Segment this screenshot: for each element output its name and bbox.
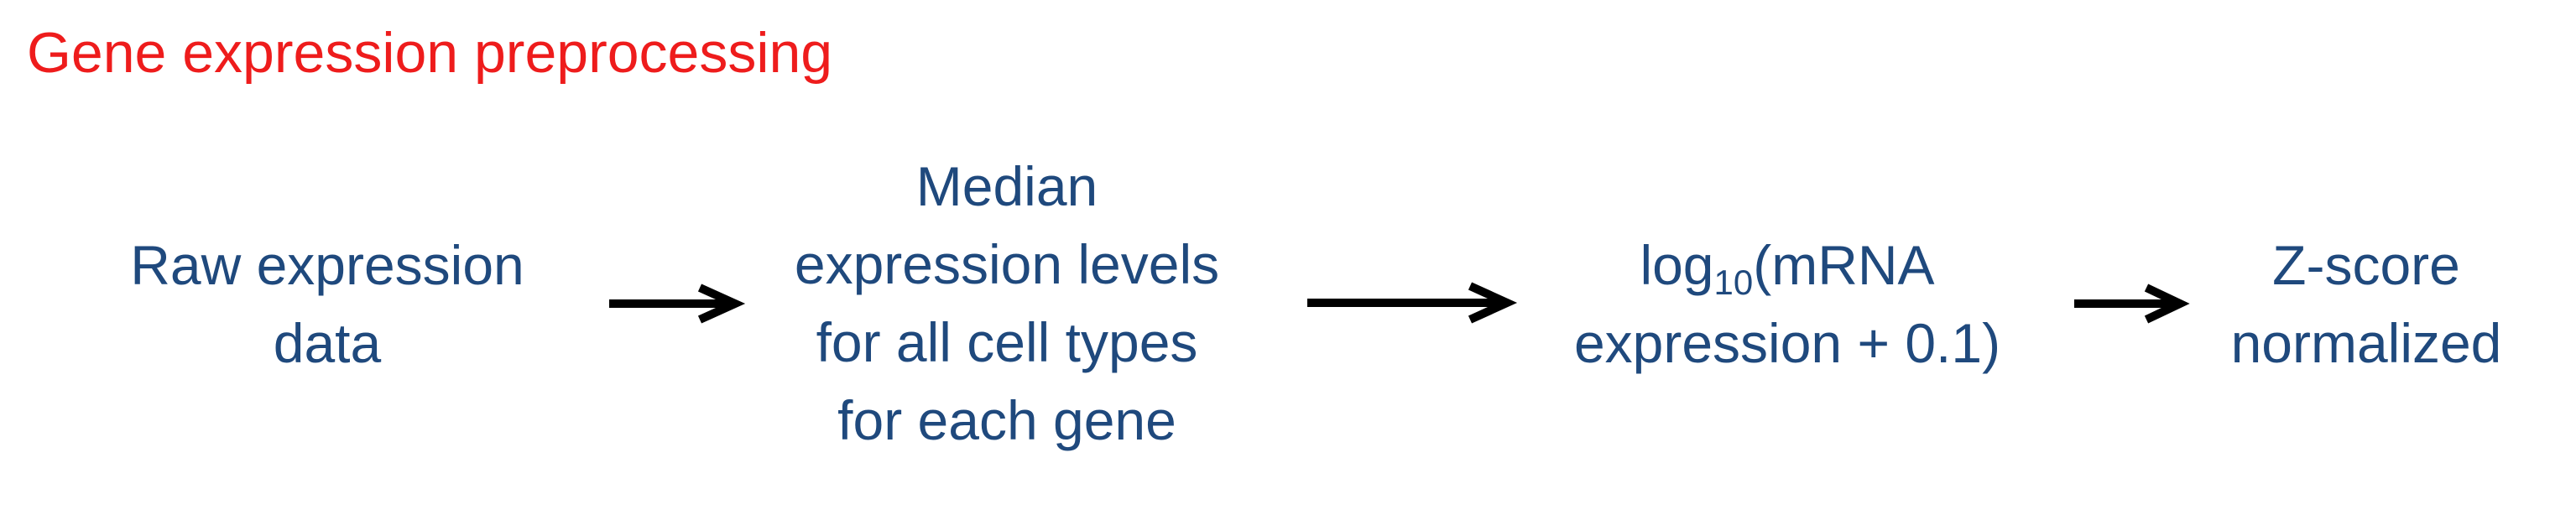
log-prefix: log xyxy=(1640,234,1714,296)
right-arrow-icon xyxy=(1307,282,1518,324)
step-median-expression: Median expression levels for all cell ty… xyxy=(738,148,1275,460)
step-z-score-normalized: Z-score normalized xyxy=(2182,226,2551,382)
step-text-line: Z-score xyxy=(2272,234,2460,296)
step-text-line: expression + 0.1) xyxy=(1573,312,2001,374)
diagram-title: Gene expression preprocessing xyxy=(27,21,833,85)
right-arrow-icon xyxy=(2074,284,2190,324)
step-text-line: for all cell types xyxy=(816,311,1198,373)
step-text-line: data xyxy=(273,312,382,374)
right-arrow-icon xyxy=(609,284,746,324)
step-raw-expression-data: Raw expression data xyxy=(76,226,579,382)
step-text-line: log10(mRNA xyxy=(1510,226,2064,304)
step-text-line: Median xyxy=(915,155,1098,217)
step-text-line: for each gene xyxy=(837,389,1176,451)
step-text-line: normalized xyxy=(2230,312,2502,374)
log-suffix: (mRNA xyxy=(1753,234,1935,296)
log-base: 10 xyxy=(1713,263,1754,302)
step-log-transform: log10(mRNA expression + 0.1) xyxy=(1510,226,2064,382)
step-text-line: Raw expression xyxy=(130,234,524,296)
step-text-line: expression levels xyxy=(794,233,1220,295)
